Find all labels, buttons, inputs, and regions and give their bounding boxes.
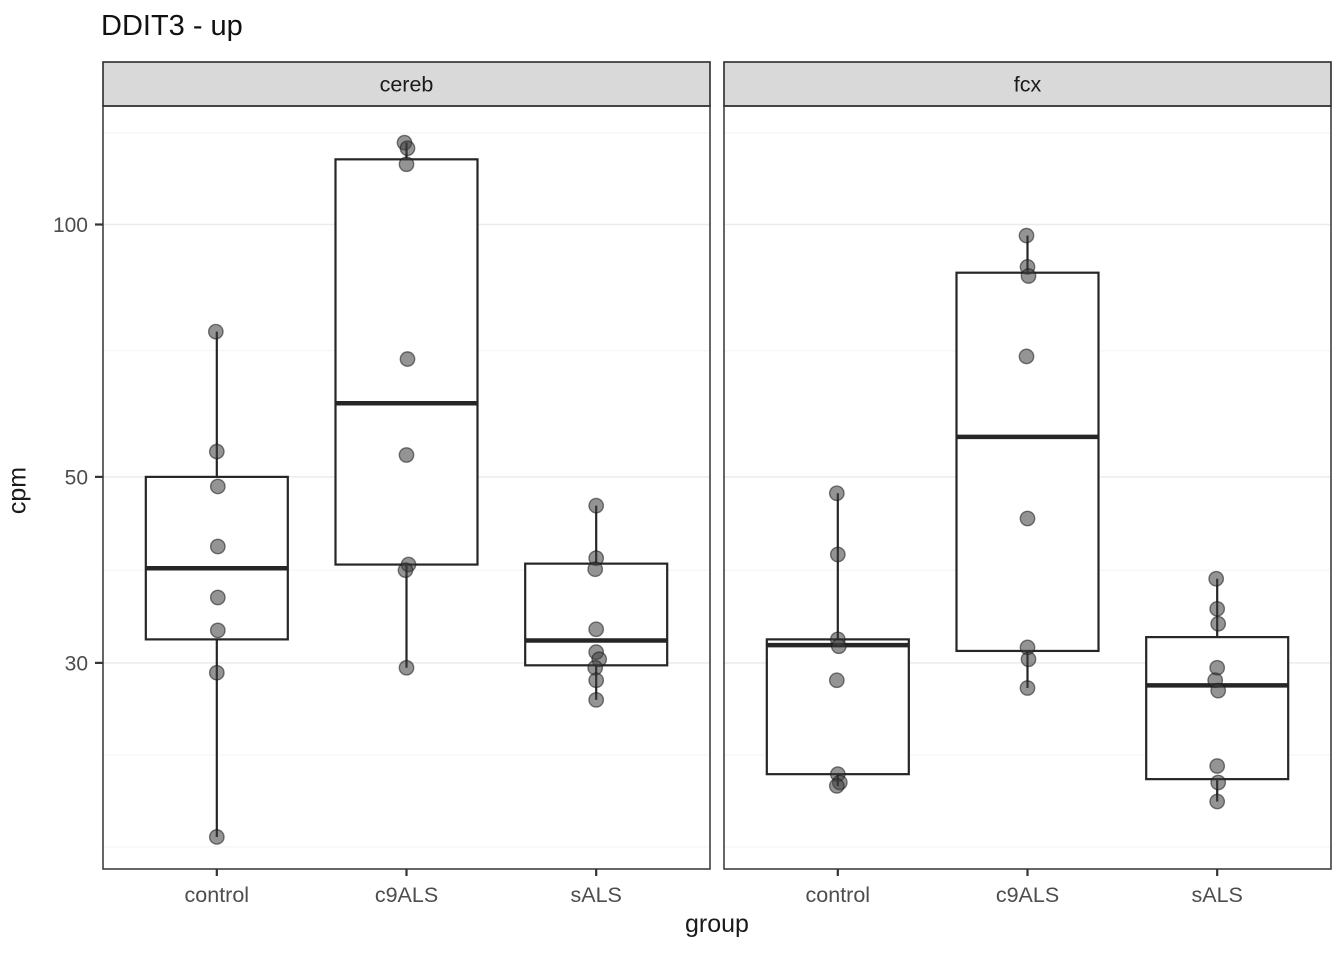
data-point <box>1020 651 1037 668</box>
x-tick-label: control <box>806 883 871 907</box>
data-point <box>829 546 846 563</box>
box-c9ALS <box>955 271 1100 653</box>
data-point <box>397 562 414 579</box>
box-control <box>765 638 910 776</box>
data-point <box>398 659 415 676</box>
data-point <box>208 829 225 845</box>
data-point <box>1019 510 1036 527</box>
x-tick-label: c9ALS <box>996 883 1059 907</box>
facet-strip-label: fcx <box>1014 73 1042 97</box>
x-tick-label: sALS <box>570 883 621 907</box>
data-point <box>830 638 847 655</box>
data-point <box>209 538 226 555</box>
data-point <box>1018 227 1035 244</box>
data-point <box>209 589 226 606</box>
data-point <box>398 447 415 463</box>
box-c9ALS <box>334 158 479 566</box>
data-point <box>1209 758 1226 774</box>
data-point <box>1209 793 1226 810</box>
data-point <box>587 561 604 578</box>
data-point <box>1018 348 1035 365</box>
data-point <box>828 777 845 794</box>
data-point <box>588 497 605 514</box>
x-tick-label: control <box>185 883 250 907</box>
x-axis-title: group <box>685 910 749 938</box>
facet-strip <box>102 61 711 107</box>
data-point <box>828 485 845 502</box>
data-point <box>398 156 415 173</box>
data-point <box>399 351 416 367</box>
panel-border <box>723 105 1332 870</box>
x-tick-label: c9ALS <box>375 883 438 907</box>
box-control <box>144 475 289 641</box>
data-point <box>209 478 226 495</box>
data-point <box>208 443 225 460</box>
data-point <box>1020 268 1037 284</box>
data-point <box>1209 600 1226 617</box>
data-point <box>828 672 845 689</box>
data-point <box>588 691 605 708</box>
panel-border <box>102 105 711 870</box>
data-point <box>588 672 605 689</box>
data-point <box>1210 615 1227 632</box>
chart-title: DDIT3 - up <box>101 10 243 42</box>
data-point <box>1210 682 1227 699</box>
data-point <box>1019 680 1036 696</box>
data-point <box>209 622 226 639</box>
data-point <box>1210 774 1227 791</box>
y-tick-label: 30 <box>65 652 88 675</box>
data-point <box>207 323 224 340</box>
y-tick-label: 100 <box>53 214 88 237</box>
box-sALS <box>1145 636 1290 781</box>
data-point <box>399 140 416 157</box>
x-tick-label: sALS <box>1191 883 1242 907</box>
data-point <box>208 664 225 681</box>
data-point <box>588 621 605 638</box>
data-point <box>1208 570 1225 587</box>
facet-strip-label: cereb <box>380 73 434 97</box>
facet-strip <box>723 61 1332 107</box>
y-tick-label: 50 <box>65 466 88 489</box>
